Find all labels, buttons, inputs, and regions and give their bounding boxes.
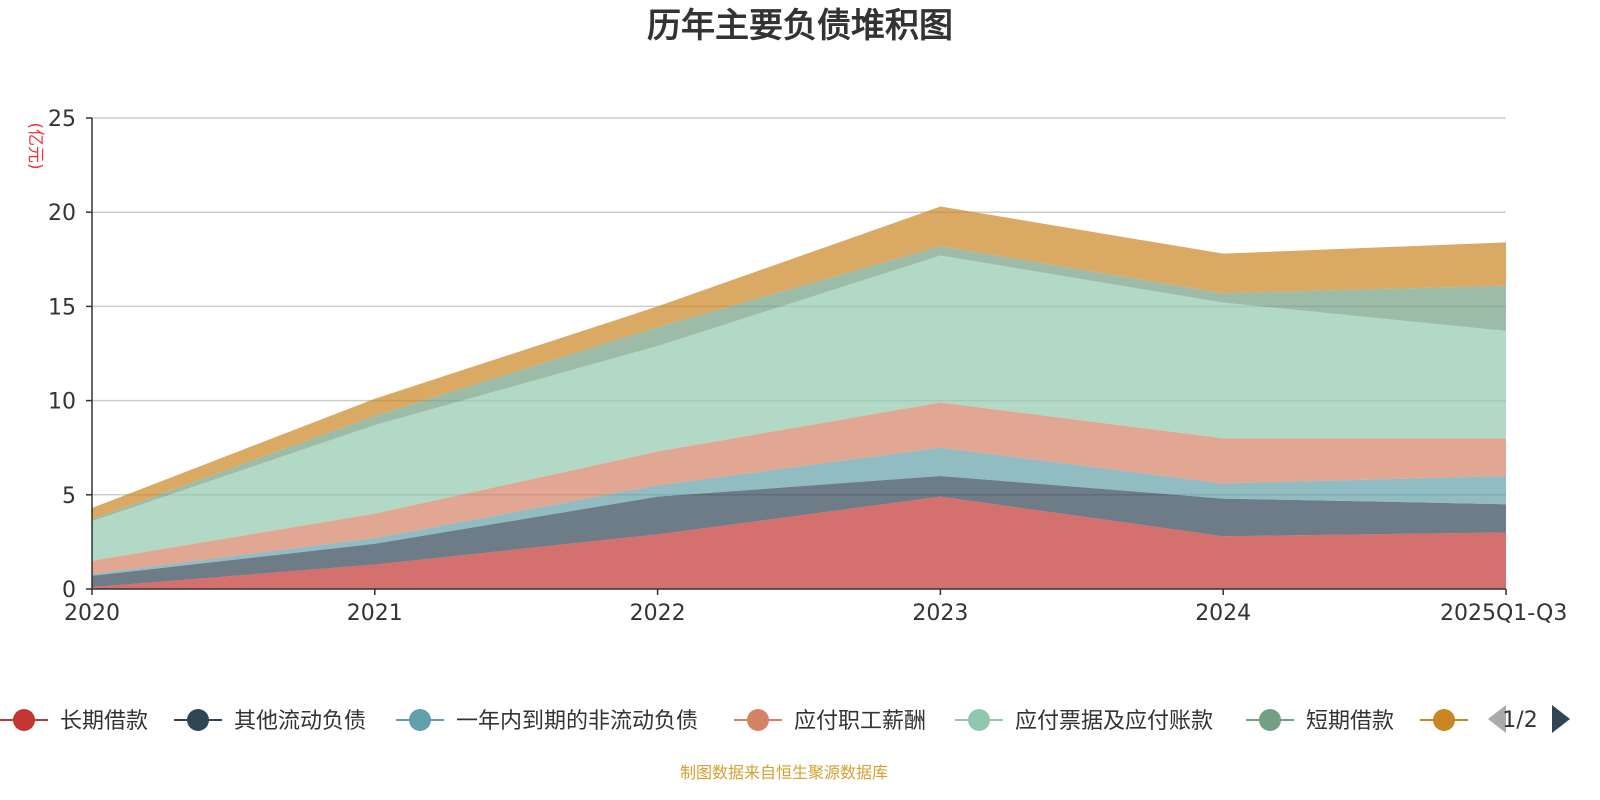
y-tick-label: 20 [48, 201, 76, 226]
chart-title: 历年主要负债堆积图 [647, 6, 953, 46]
y-tick-label: 5 [62, 484, 76, 509]
x-tick-label: 2025Q1-Q3 [1440, 601, 1567, 626]
legend-label: 其他流动负债 [234, 709, 366, 734]
y-tick-label: 0 [62, 578, 76, 603]
legend-item[interactable]: 应付职工薪酬 [734, 709, 926, 734]
legend-circle-marker [409, 709, 431, 731]
y-axis-unit-label: (亿元) [25, 122, 45, 169]
legend-item[interactable]: 其他流动负债 [174, 709, 366, 734]
area-series-4 [92, 402, 1506, 574]
legend-item[interactable] [1420, 709, 1468, 731]
legend-label: 应付职工薪酬 [794, 709, 926, 734]
legend-circle-marker [13, 709, 35, 731]
x-tick-label: 2024 [1195, 601, 1251, 626]
y-tick-label: 15 [48, 295, 76, 320]
legend-next-page-icon[interactable] [1552, 705, 1570, 733]
legend-item[interactable]: 一年内到期的非流动负债 [396, 709, 698, 734]
axes [91, 118, 1506, 590]
legend-label: 应付票据及应付账款 [1015, 709, 1213, 734]
area-series-2 [92, 475, 1506, 588]
area-series-1 [92, 496, 1506, 589]
area-series [92, 206, 1506, 589]
legend-item[interactable]: 长期借款 [0, 709, 148, 734]
area-series-3 [92, 447, 1506, 576]
legend-pager: 1/2 [1488, 705, 1570, 733]
data-source-footer: 制图数据来自恒生聚源数据库 [680, 763, 888, 782]
legend-label: 长期借款 [60, 709, 148, 734]
legend-prev-page-icon[interactable] [1488, 705, 1506, 733]
legend-label: 一年内到期的非流动负债 [456, 709, 698, 734]
legend-item[interactable]: 应付票据及应付账款 [955, 709, 1213, 734]
legend-circle-marker [968, 709, 990, 731]
legend-circle-marker [1433, 709, 1455, 731]
area-series-5 [92, 255, 1506, 561]
area-series-7 [92, 206, 1506, 520]
y-tick-label: 25 [48, 107, 76, 132]
x-tick-label: 2020 [64, 601, 120, 626]
y-axis-ticks: 0 5 10 15 20 25 [48, 107, 92, 603]
legend-circle-marker [187, 709, 209, 731]
legend-page-indicator: 1/2 [1502, 708, 1537, 733]
x-tick-label: 2021 [347, 601, 403, 626]
x-axis-ticks: 2020 2021 2022 2023 2024 2025Q1-Q3 [64, 589, 1567, 626]
legend: 长期借款 其他流动负债 一年内到期的非流动负债 应付职工薪酬 应付票据及应付账款 短期借款 [0, 709, 1468, 734]
legend-item[interactable]: 短期借款 [1246, 709, 1394, 734]
legend-circle-marker [1259, 709, 1281, 731]
x-tick-label: 2022 [630, 601, 686, 626]
y-tick-label: 10 [48, 390, 76, 415]
x-tick-label: 2023 [912, 601, 968, 626]
legend-label: 短期借款 [1306, 709, 1394, 734]
legend-circle-marker [747, 709, 769, 731]
